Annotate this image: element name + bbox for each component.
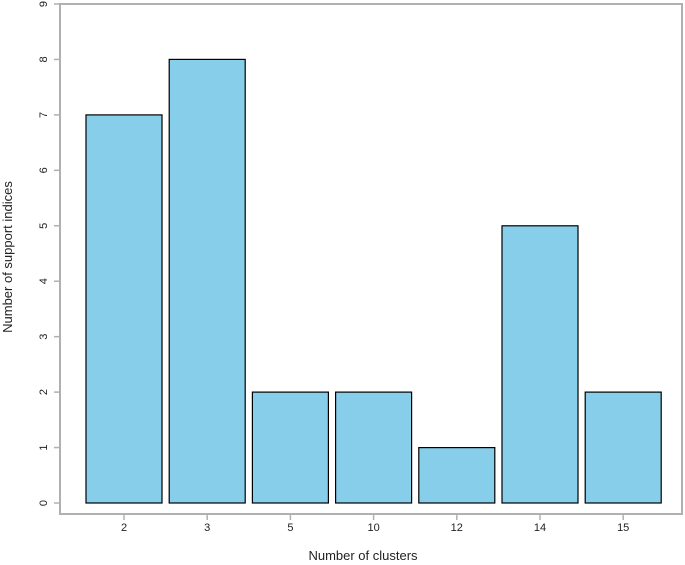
x-tick-label: 5	[287, 522, 293, 534]
bar-15	[584, 391, 662, 504]
y-tick-label: 3	[38, 334, 50, 340]
x-tick-label: 3	[204, 522, 210, 534]
y-tick-label: 2	[38, 389, 50, 395]
plot-frame	[59, 3, 683, 515]
bar-3	[168, 58, 246, 504]
x-tick-label: 14	[534, 522, 546, 534]
y-tick-label: 7	[38, 112, 50, 118]
y-tick-label: 5	[38, 223, 50, 229]
y-tick-label: 0	[38, 500, 50, 506]
bars-group	[85, 58, 662, 504]
y-tick-label: 1	[38, 444, 50, 450]
y-tick-label: 8	[38, 56, 50, 62]
x-tick-label: 2	[121, 522, 127, 534]
x-tick-label: 10	[367, 522, 379, 534]
bar-10	[335, 391, 413, 504]
bar-12	[418, 447, 496, 504]
y-tick-label: 6	[38, 167, 50, 173]
y-axis: 0 1 2 3 4 5 6 7 8 9	[38, 1, 60, 506]
y-tick-label: 9	[38, 1, 50, 7]
x-axis-title: Number of clusters	[308, 548, 418, 563]
bar-2	[85, 114, 163, 504]
x-tick-label: 15	[617, 522, 629, 534]
x-tick-label: 12	[451, 522, 463, 534]
x-axis: 2 3 5 10 12 14 15	[121, 514, 629, 534]
bar-14	[501, 225, 579, 504]
y-axis-title: Number of support indices	[0, 181, 15, 333]
y-tick-label: 4	[38, 278, 50, 284]
bar-5	[251, 391, 329, 504]
